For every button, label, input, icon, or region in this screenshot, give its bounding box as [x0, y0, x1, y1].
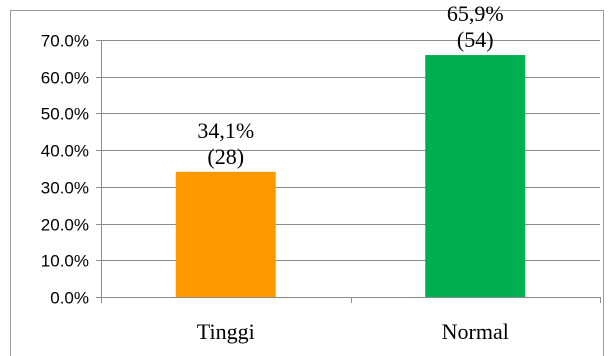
- y-tick-label: 30.0%: [41, 179, 89, 198]
- x-axis-category-labels: Tinggi Normal: [197, 319, 509, 344]
- bar-count-label: (54): [457, 27, 494, 52]
- y-tick-label: 70.0%: [41, 32, 89, 51]
- bars: [175, 55, 526, 297]
- y-axis-tick-labels: 0.0% 10.0% 20.0% 30.0% 40.0% 50.0% 60.0% 70.0%: [41, 32, 89, 308]
- y-tick-label: 50.0%: [41, 105, 89, 124]
- x-category-label: Tinggi: [197, 319, 255, 344]
- y-tick-label: 20.0%: [41, 216, 89, 235]
- y-tick-label: 0.0%: [50, 289, 89, 308]
- bar-tinggi: [175, 171, 276, 297]
- y-tick-label: 10.0%: [41, 252, 89, 271]
- bar-count-label: (28): [207, 144, 244, 169]
- axes: [96, 40, 601, 303]
- bar-percent-label: 34,1%: [197, 118, 254, 143]
- data-labels: 34,1%(28) 65,9%(54): [197, 1, 503, 169]
- y-tick-label: 60.0%: [41, 69, 89, 88]
- x-category-label: Normal: [442, 319, 509, 344]
- bar-normal: [425, 55, 526, 297]
- bar-percent-label: 65,9%: [447, 1, 504, 26]
- y-tick-label: 40.0%: [41, 142, 89, 161]
